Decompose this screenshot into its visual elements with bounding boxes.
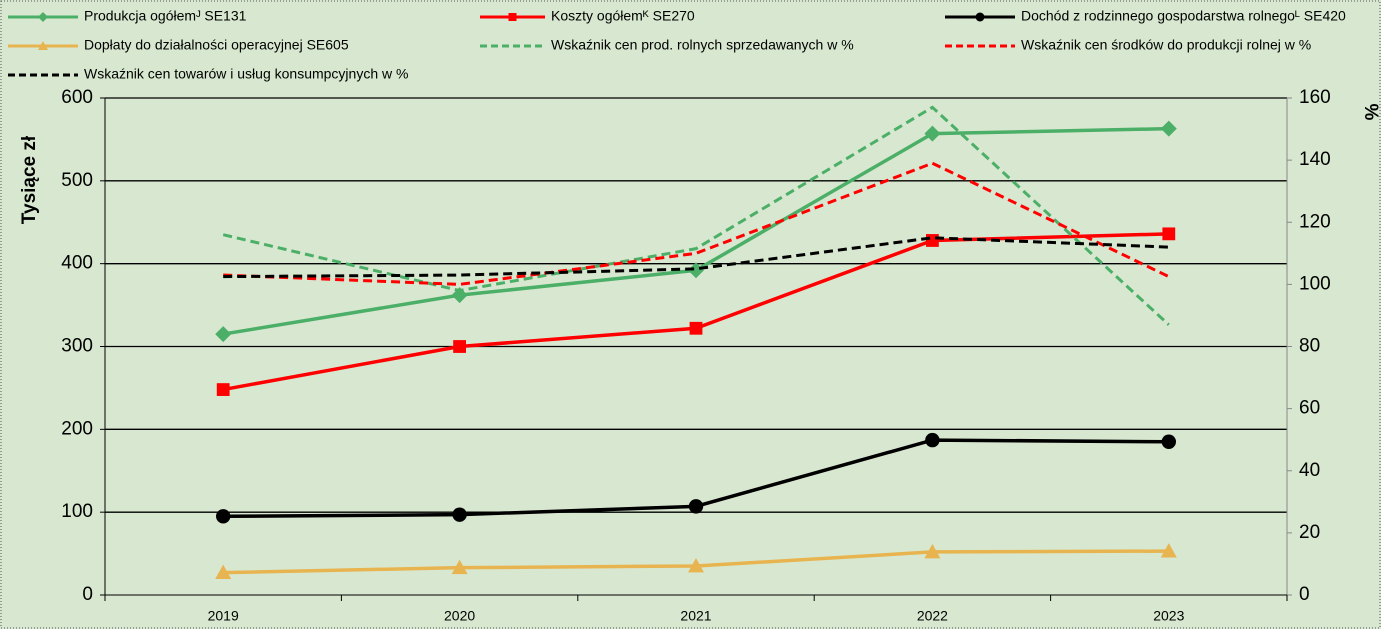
marker: [38, 12, 48, 22]
legend-label: Produkcja ogółemᴶ SE131: [84, 8, 247, 24]
y2-tick-label: 80: [1299, 336, 1320, 357]
y-axis-label: Tysiące zł: [19, 135, 40, 224]
y2-tick-label: 100: [1299, 273, 1331, 294]
y2-tick-label: 120: [1299, 211, 1331, 232]
y-tick-label: 300: [61, 336, 93, 357]
marker: [924, 125, 941, 142]
marker: [1160, 120, 1177, 137]
legend-label: Koszty ogółemᴷ SE270: [551, 8, 695, 24]
marker: [451, 559, 468, 575]
series-line: [223, 161, 1170, 286]
y2-tick-label: 40: [1299, 460, 1320, 481]
y-tick-label: 100: [61, 501, 93, 522]
y2-tick-label: 60: [1299, 398, 1320, 419]
series-line: [222, 126, 1169, 336]
legend-label: Dochód z rodzinnego gospodarstwa rolnego…: [1021, 8, 1346, 24]
y2-tick-label: 0: [1299, 584, 1310, 605]
marker: [924, 543, 941, 559]
y-tick-label: 0: [82, 584, 93, 605]
marker: [452, 507, 467, 522]
legend-label: Wskaźnik cen towarów i usług konsumpcyjn…: [84, 66, 408, 82]
marker: [508, 13, 517, 21]
y-tick-label: 400: [61, 253, 93, 274]
x-tick-label: 2023: [1153, 608, 1184, 624]
marker: [975, 12, 985, 22]
marker: [688, 499, 704, 514]
marker: [689, 321, 703, 335]
y2-tick-label: 140: [1299, 149, 1331, 170]
legend-label: Wskaźnik cen środków do produkcji rolnej…: [1021, 37, 1311, 53]
marker: [215, 326, 232, 343]
marker: [688, 262, 704, 279]
marker: [926, 234, 939, 247]
x-tick-label: 2019: [208, 608, 239, 624]
x-tick-label: 2020: [444, 608, 475, 624]
marker: [1160, 543, 1177, 558]
marker: [38, 41, 48, 50]
marker: [688, 558, 704, 573]
marker: [453, 340, 466, 353]
y2-tick-label: 160: [1299, 87, 1331, 108]
y-tick-label: 500: [61, 170, 93, 191]
marker: [925, 432, 940, 448]
y-tick-label: 200: [61, 418, 93, 439]
marker: [216, 383, 230, 396]
legend-label: Dopłaty do działalności operacyjnej SE60…: [84, 37, 349, 53]
marker: [1161, 434, 1177, 449]
series-line: [223, 236, 1169, 279]
x-tick-label: 2022: [917, 608, 948, 624]
x-tick-label: 2021: [680, 608, 711, 624]
y2-axis-label: %: [1360, 104, 1381, 121]
y2-tick-label: 20: [1299, 522, 1320, 543]
marker: [216, 509, 231, 524]
series-line: [222, 105, 1170, 326]
marker: [1162, 227, 1176, 241]
y-tick-label: 600: [61, 87, 93, 108]
marker: [215, 564, 232, 580]
legend-label: Wskaźnik cen prod. rolnych sprzedawanych…: [551, 37, 854, 53]
